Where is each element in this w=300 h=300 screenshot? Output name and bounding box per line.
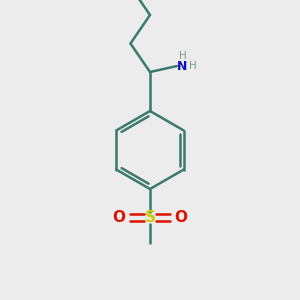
Text: H: H [189,61,196,71]
Text: H: H [178,51,186,62]
Text: O: O [174,210,188,225]
Text: O: O [112,210,126,225]
Text: S: S [145,210,155,225]
Text: N: N [177,59,188,73]
